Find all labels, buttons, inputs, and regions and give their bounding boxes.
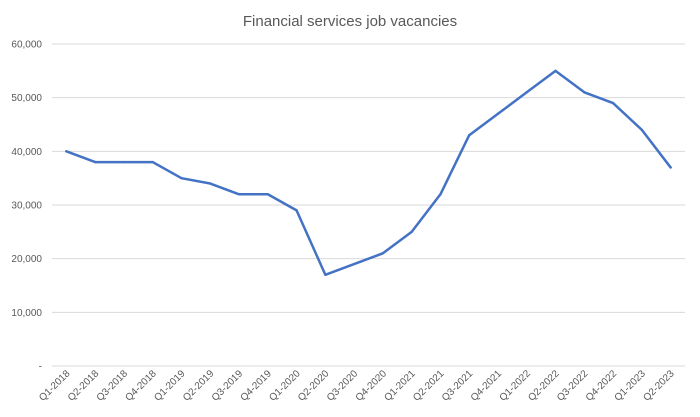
- data-point: [381, 252, 385, 255]
- y-tick-label: 10,000: [11, 308, 42, 319]
- data-point: [468, 134, 471, 137]
- data-point: [324, 273, 327, 276]
- chart-title: Financial services job vacancies: [243, 13, 457, 30]
- x-axis-tick-labels: Q1-2018Q2-2018Q3-2018Q4-2018Q1-2019Q2-20…: [37, 368, 677, 404]
- data-point: [266, 193, 269, 196]
- data-point: [410, 230, 413, 234]
- y-tick-label: -: [39, 362, 42, 373]
- data-point: [352, 262, 356, 266]
- series-layer: [65, 69, 672, 277]
- y-tick-label: 60,000: [11, 40, 42, 51]
- y-tick-label: 30,000: [11, 201, 42, 212]
- data-point: [209, 182, 212, 185]
- y-tick-label: 40,000: [11, 147, 42, 158]
- data-point: [496, 112, 500, 115]
- y-tick-label: 50,000: [11, 93, 42, 104]
- data-point: [583, 91, 586, 94]
- data-point: [93, 160, 97, 164]
- data-point: [669, 166, 672, 169]
- data-point: [65, 150, 68, 153]
- y-tick-label: 20,000: [11, 254, 42, 265]
- data-point: [640, 128, 644, 132]
- series-line: [65, 69, 672, 277]
- data-point: [525, 91, 528, 94]
- data-point: [151, 160, 154, 164]
- x-tick-label: Q2-2023: [641, 368, 677, 404]
- y-axis-tick-labels: - 10,000 20,000 30,000 40,000 50,000 60,000: [11, 40, 42, 373]
- gridlines: [52, 43, 685, 367]
- data-point: [554, 69, 557, 73]
- data-point: [295, 209, 298, 212]
- data-point: [439, 193, 442, 196]
- data-point: [180, 176, 183, 180]
- data-point: [122, 160, 126, 164]
- data-point: [611, 101, 615, 105]
- data-point: [237, 193, 241, 196]
